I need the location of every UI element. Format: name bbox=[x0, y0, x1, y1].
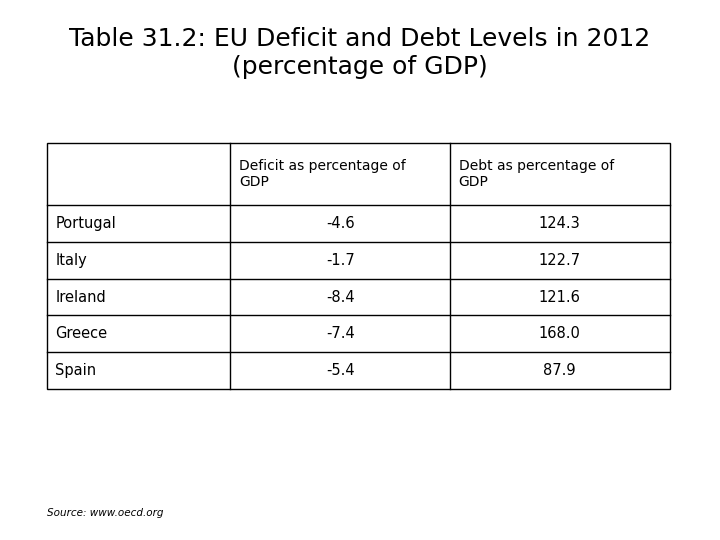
Text: 122.7: 122.7 bbox=[539, 253, 581, 268]
Text: Greece: Greece bbox=[55, 326, 107, 341]
Text: Italy: Italy bbox=[55, 253, 87, 268]
Text: 124.3: 124.3 bbox=[539, 216, 580, 231]
Text: -8.4: -8.4 bbox=[326, 289, 354, 305]
Text: Deficit as percentage of
GDP: Deficit as percentage of GDP bbox=[239, 159, 406, 189]
Text: -5.4: -5.4 bbox=[326, 363, 354, 378]
Text: Portugal: Portugal bbox=[55, 216, 116, 231]
Text: 87.9: 87.9 bbox=[544, 363, 576, 378]
Text: Debt as percentage of
GDP: Debt as percentage of GDP bbox=[459, 159, 614, 189]
Text: Spain: Spain bbox=[55, 363, 96, 378]
Text: -7.4: -7.4 bbox=[326, 326, 354, 341]
Text: 121.6: 121.6 bbox=[539, 289, 581, 305]
Bar bbox=[47, 143, 670, 389]
Text: Ireland: Ireland bbox=[55, 289, 106, 305]
Text: Table 31.2: EU Deficit and Debt Levels in 2012
(percentage of GDP): Table 31.2: EU Deficit and Debt Levels i… bbox=[69, 27, 651, 79]
Text: -4.6: -4.6 bbox=[326, 216, 354, 231]
Text: -1.7: -1.7 bbox=[326, 253, 354, 268]
Text: 168.0: 168.0 bbox=[539, 326, 581, 341]
Text: Source: www.oecd.org: Source: www.oecd.org bbox=[47, 508, 163, 518]
